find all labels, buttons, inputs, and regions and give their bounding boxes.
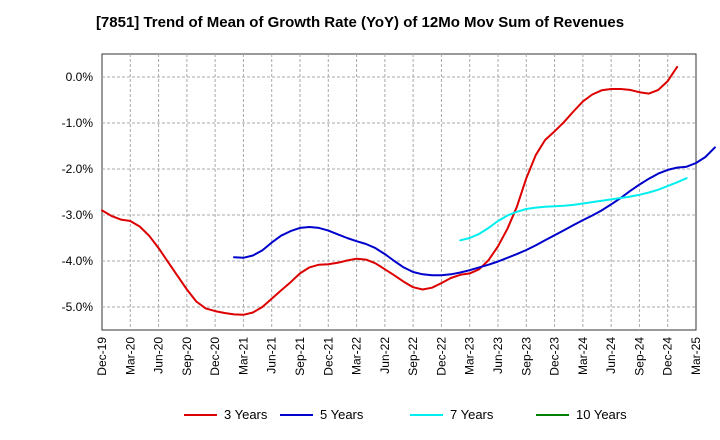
x-tick-label: Mar-22 [350,337,364,375]
x-tick-label: Dec-19 [95,337,109,376]
x-tick-label: Jun-21 [265,337,279,374]
chart-title: [7851] Trend of Mean of Growth Rate (YoY… [95,14,625,31]
y-tick-label: -5.0% [62,300,94,314]
x-tick-label: Sep-24 [632,337,646,376]
x-tick-label: Sep-22 [406,337,420,376]
series-line-5-years [233,146,716,277]
x-tick-label: Dec-24 [661,337,675,376]
legend: 3 Years 5 Years 7 Years 10 Years [184,407,627,422]
series-line-3-years [101,65,679,316]
plot-background [101,53,697,331]
x-tick-label: Mar-25 [689,337,703,375]
x-tick-label: Jun-20 [152,337,166,374]
axis-layer: Dec-19 Mar-20 Jun-20 Sep-20 Dec-20 Mar-21 Jun-… [62,70,703,376]
series-layer [101,65,716,316]
series-line-7-years [459,177,688,242]
legend-label: 7 Years [450,407,494,422]
x-tick-label: Dec-20 [208,337,222,376]
x-tick-label: Mar-24 [576,337,590,375]
x-tick-label: Dec-22 [434,337,448,376]
x-tick-label: Sep-21 [293,337,307,376]
y-tick-label: 0.0% [66,70,94,84]
x-tick-label: Mar-23 [463,337,477,375]
y-tick-label: -3.0% [62,208,94,222]
legend-label: 3 Years [224,407,268,422]
legend-label: 10 Years [576,407,627,422]
x-tick-label: Jun-23 [491,337,505,374]
y-tick-label: -1.0% [62,116,94,130]
x-tick-label: Mar-21 [236,337,250,375]
x-tick-label: Jun-24 [604,337,618,374]
x-tick-label: Mar-20 [123,337,137,375]
legend-label: 5 Years [320,407,364,422]
x-tick-label: Sep-20 [180,337,194,376]
x-tick-label: Dec-21 [321,337,335,376]
y-tick-label: -4.0% [62,254,94,268]
x-tick-label: Sep-23 [519,337,533,376]
x-tick-label: Jun-22 [378,337,392,374]
y-tick-label: -2.0% [62,162,94,176]
x-tick-label: Dec-23 [548,337,562,376]
